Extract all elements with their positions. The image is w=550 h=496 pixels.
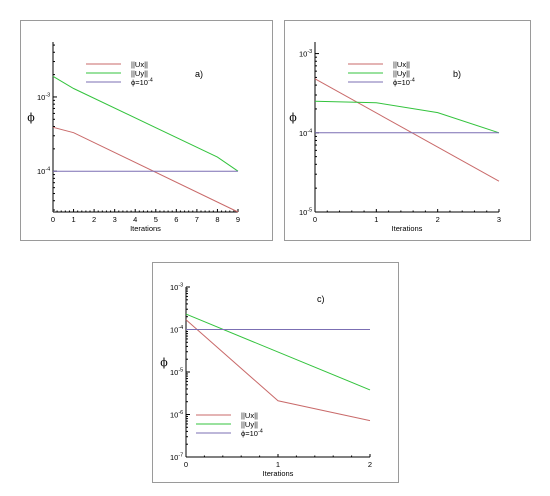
x-tick-label: 9 xyxy=(236,215,240,224)
y-tick-label: 10-3 xyxy=(170,283,183,293)
series-line-uy xyxy=(185,313,371,391)
x-tick-label: 0 xyxy=(51,215,55,224)
x-tick-label: 2 xyxy=(436,215,440,224)
x-tick-label: 7 xyxy=(195,215,199,224)
series-line-ux xyxy=(52,126,239,213)
y-tick-label: 10-6 xyxy=(170,410,183,420)
legend-label: ϕ=10-4 xyxy=(393,78,415,88)
y-tick-label: 10-5 xyxy=(170,368,183,378)
panel-a: 0 1 2 3 4 5 6 7 8 9 10-4 10-3 Iterations ϕ a) ||Ux||||U… xyxy=(27,42,240,233)
x-tick-label: 5 xyxy=(154,215,158,224)
x-axis-label: Iterations xyxy=(130,224,161,233)
y-tick-label: 10-4 xyxy=(37,167,50,177)
series-line-ux xyxy=(314,78,500,182)
y-tick-label: 10-7 xyxy=(170,453,183,463)
series-line-uy xyxy=(52,75,239,172)
x-tick-label: 1 xyxy=(71,215,75,224)
y-axis-label: ϕ xyxy=(289,111,297,124)
panel-label: b) xyxy=(453,69,461,79)
series-line-ux xyxy=(185,319,371,422)
x-tick-label: 0 xyxy=(313,215,317,224)
legend-label: ||Ux|| xyxy=(393,60,410,69)
y-tick-label: 10-4 xyxy=(299,128,312,138)
legend-label: ϕ=10-4 xyxy=(131,78,153,88)
y-axis-label: ϕ xyxy=(27,111,35,124)
panel-label: a) xyxy=(195,69,203,79)
x-tick-label: 2 xyxy=(368,460,372,469)
legend-label: ||Uy|| xyxy=(241,420,258,429)
x-tick-label: 0 xyxy=(184,460,188,469)
panel-c: 0 1 2 10-7 10-6 10-5 10-4 10-3 Iterations ϕ c) ||Ux… xyxy=(160,283,372,479)
x-tick-label: 3 xyxy=(113,215,117,224)
legend-label: ||Ux|| xyxy=(241,411,258,420)
y-tick-label: 10-4 xyxy=(170,325,183,335)
x-tick-label: 2 xyxy=(92,215,96,224)
legend-label: ||Uy|| xyxy=(131,69,148,78)
legend-label: ϕ=10-4 xyxy=(241,429,263,439)
panel-b-frame xyxy=(284,20,531,241)
x-tick-label: 8 xyxy=(215,215,219,224)
x-tick-label: 6 xyxy=(174,215,178,224)
y-tick-label: 10-5 xyxy=(299,208,312,218)
x-tick-label: 4 xyxy=(133,215,137,224)
panel-a-frame xyxy=(20,20,273,241)
panel-b: 0 1 2 3 10-5 10-4 10-3 Iterations ϕ b) ||Ux||||Uy|… xyxy=(289,42,501,233)
y-tick-label: 10-3 xyxy=(299,49,312,59)
x-axis-label: Iterations xyxy=(263,469,294,478)
y-axis-label: ϕ xyxy=(160,356,168,369)
panel-label: c) xyxy=(317,294,325,304)
x-tick-label: 3 xyxy=(497,215,501,224)
panel-c-frame xyxy=(152,262,399,483)
x-tick-label: 1 xyxy=(374,215,378,224)
legend-label: ||Ux|| xyxy=(131,60,148,69)
x-axis-label: Iterations xyxy=(392,224,423,233)
y-tick-label: 10-3 xyxy=(37,92,50,102)
series-line-uy xyxy=(314,100,500,134)
legend-label: ||Uy|| xyxy=(393,69,410,78)
x-tick-label: 1 xyxy=(276,460,280,469)
